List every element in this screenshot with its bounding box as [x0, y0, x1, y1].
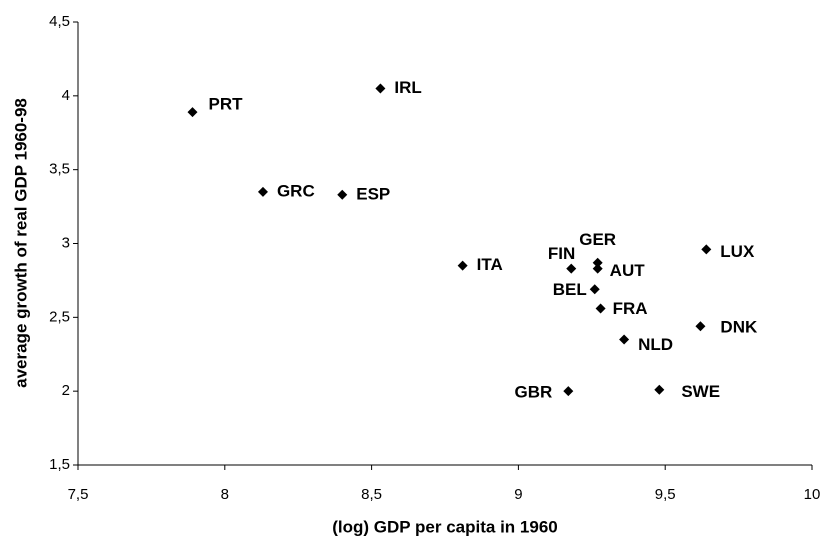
point-label: ITA	[477, 255, 503, 274]
y-tick-label: 2,5	[49, 308, 70, 325]
point	[566, 263, 577, 274]
point	[337, 189, 348, 200]
y-axis-title: average growth of real GDP 1960-98	[11, 98, 30, 388]
point-label: DNK	[720, 318, 758, 337]
y-tick-label: 2	[62, 382, 70, 399]
point	[701, 244, 712, 255]
point-label: PRT	[209, 95, 244, 114]
point-label: LUX	[720, 242, 755, 261]
y-tick-label: 4,5	[49, 13, 70, 30]
point-label: SWE	[681, 382, 720, 401]
y-tick-label: 3	[62, 234, 70, 251]
point-label: FRA	[613, 299, 648, 318]
point	[592, 263, 603, 274]
point-label: ESP	[356, 184, 390, 203]
point	[457, 260, 468, 271]
point-label: AUT	[610, 261, 646, 280]
point-label: FIN	[548, 244, 575, 263]
x-tick-label: 8,5	[361, 486, 382, 503]
point-label: GRC	[277, 181, 315, 200]
point-label: NLD	[638, 335, 673, 354]
point	[589, 284, 600, 295]
x-axis-title: (log) GDP per capita in 1960	[332, 517, 557, 536]
point-label: GBR	[515, 383, 553, 402]
y-tick-label: 1,5	[49, 456, 70, 473]
x-tick-label: 7,5	[68, 486, 89, 503]
point	[257, 186, 268, 197]
point	[619, 334, 630, 345]
point	[654, 384, 665, 395]
point-label: GER	[579, 230, 616, 249]
point-label: IRL	[394, 78, 421, 97]
point	[695, 321, 706, 332]
point	[375, 83, 386, 94]
point	[563, 386, 574, 397]
point	[187, 107, 198, 118]
x-tick-label: 8	[221, 486, 229, 503]
point	[592, 257, 603, 268]
y-tick-label: 3,5	[49, 161, 70, 178]
x-tick-label: 10	[804, 486, 821, 503]
x-tick-label: 9,5	[655, 486, 676, 503]
x-tick-label: 9	[514, 486, 522, 503]
point	[595, 303, 606, 314]
y-tick-label: 4	[62, 87, 70, 104]
point-label: BEL	[553, 280, 587, 299]
